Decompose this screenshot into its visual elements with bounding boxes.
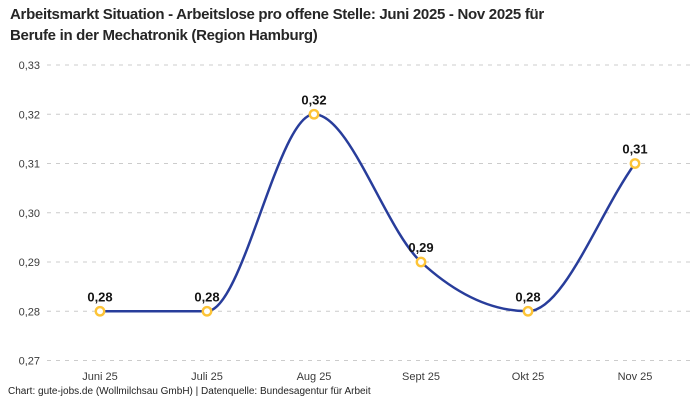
value-label: 0,32: [301, 92, 326, 107]
y-tick-label: 0,31: [19, 159, 40, 171]
y-tick-label: 0,28: [19, 306, 40, 318]
chart-title-line-1: Arbeitsmarkt Situation - Arbeitslose pro…: [10, 6, 544, 23]
x-tick-label: Juni 25: [82, 371, 117, 383]
value-label: 0,29: [408, 240, 433, 255]
data-point-marker: [415, 256, 427, 268]
value-label: 0,28: [194, 289, 219, 304]
x-tick-label: Aug 25: [297, 371, 332, 383]
data-point-marker: [94, 305, 106, 317]
value-label: 0,31: [622, 142, 647, 157]
y-tick-label: 0,33: [19, 60, 40, 72]
chart-credit: Chart: gute-jobs.de (Wollmilchsau GmbH) …: [8, 386, 371, 397]
x-tick-label: Nov 25: [618, 371, 653, 383]
x-tick-label: Sept 25: [402, 371, 440, 383]
value-label: 0,28: [515, 289, 540, 304]
data-point-marker: [522, 305, 534, 317]
data-point-marker: [629, 158, 641, 169]
y-tick-label: 0,29: [19, 257, 40, 269]
chart-title: Arbeitsmarkt Situation - Arbeitslose pro…: [10, 4, 544, 46]
y-tick-label: 0,27: [19, 356, 40, 368]
y-tick-label: 0,30: [19, 208, 40, 220]
value-label: 0,28: [87, 289, 112, 304]
y-tick-label: 0,32: [19, 109, 40, 121]
chart-title-line-2: Berufe in der Mechatronik (Region Hambur…: [10, 27, 318, 44]
data-point-marker: [308, 108, 320, 120]
data-point-marker: [201, 305, 213, 317]
x-tick-label: Okt 25: [512, 371, 544, 383]
x-tick-label: Juli 25: [191, 371, 223, 383]
